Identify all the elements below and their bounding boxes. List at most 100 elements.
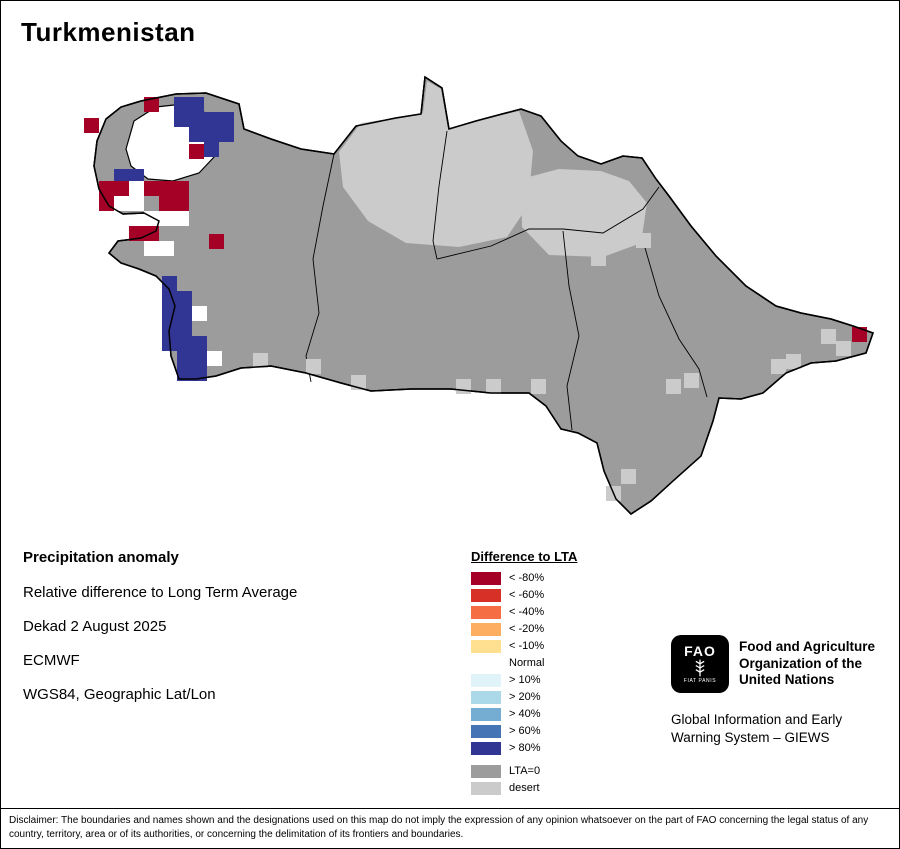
legend-item: > 10% xyxy=(471,674,621,687)
legend-item: > 80% xyxy=(471,742,621,755)
map-cell-anomaly_gt_80 xyxy=(177,366,192,381)
legend-swatch xyxy=(471,765,501,778)
map-cell-anomaly_gt_80 xyxy=(219,112,234,127)
map-cell-normal xyxy=(144,211,159,226)
disclaimer: Disclaimer: The boundaries and names sho… xyxy=(1,808,899,848)
legend-swatch xyxy=(471,572,501,585)
legend-items: < -80% < -60% < -40% < -20% < -10% Normal > 10… xyxy=(471,572,621,755)
legend-swatch xyxy=(471,742,501,755)
map-cell-normal xyxy=(192,306,207,321)
legend-item-label: Normal xyxy=(509,657,545,669)
map-cell-anomaly_lt_neg80 xyxy=(144,181,159,196)
legend-item-label: > 60% xyxy=(509,725,541,737)
legend-item: < -20% xyxy=(471,623,621,636)
map-cell-normal xyxy=(159,241,174,256)
map-cell-desert xyxy=(591,251,606,266)
precipitation-anomaly-map xyxy=(84,76,874,515)
map-cell-anomaly_lt_neg80 xyxy=(144,97,159,112)
map-cell-anomaly_lt_neg80 xyxy=(99,196,114,211)
legend: Difference to LTA < -80% < -60% < -40% < -2… xyxy=(471,549,621,799)
map-cell-anomaly_gt_80 xyxy=(177,336,192,351)
legend-item-label: > 10% xyxy=(509,674,541,686)
legend-swatch xyxy=(471,691,501,704)
legend-swatch xyxy=(471,640,501,653)
map-cell-anomaly_gt_80 xyxy=(177,321,192,336)
info-line-dekad: Dekad 2 August 2025 xyxy=(23,618,167,635)
map-cell-desert xyxy=(684,373,699,388)
map-cell-desert xyxy=(636,233,651,248)
legend-item: desert xyxy=(471,782,621,795)
map-cell-anomaly_gt_80 xyxy=(192,351,207,366)
map-cell-normal xyxy=(144,241,159,256)
legend-item: > 60% xyxy=(471,725,621,738)
legend-swatch xyxy=(471,589,501,602)
info-line-source: ECMWF xyxy=(23,652,80,669)
map-cell-anomaly_gt_80 xyxy=(114,169,129,184)
legend-item: < -60% xyxy=(471,589,621,602)
map-cell-desert xyxy=(771,359,786,374)
legend-swatch xyxy=(471,782,501,795)
map-cell-anomaly_lt_neg80 xyxy=(174,196,189,211)
legend-item: Normal xyxy=(471,657,621,670)
map-cell-anomaly_gt_80 xyxy=(204,127,219,142)
map-cell-anomaly_gt_80 xyxy=(162,306,177,321)
map-cell-anomaly_gt_80 xyxy=(174,112,189,127)
page-title: Turkmenistan xyxy=(21,17,196,47)
info-line-projection: WGS84, Geographic Lat/Lon xyxy=(23,686,216,703)
map-cell-desert xyxy=(836,341,851,356)
map-cell-normal xyxy=(207,351,222,366)
map-cell-desert xyxy=(253,353,268,368)
legend-item-label: < -40% xyxy=(509,606,545,618)
legend-item-label: < -20% xyxy=(509,623,545,635)
legend-item-label: > 20% xyxy=(509,691,541,703)
map-cell-anomaly_lt_neg80 xyxy=(99,181,114,196)
legend-base-items: LTA=0 desert xyxy=(471,765,621,795)
legend-swatch xyxy=(471,657,501,670)
legend-item-label: LTA=0 xyxy=(509,765,541,777)
map-cell-anomaly_lt_neg80 xyxy=(209,234,224,249)
fao-logo: FAO FIAT PANIS xyxy=(671,635,729,693)
map-cell-anomaly_gt_80 xyxy=(189,97,204,112)
map-cell-desert xyxy=(621,469,636,484)
map-cell-normal xyxy=(129,181,144,196)
wheat-icon xyxy=(695,659,705,677)
map-cell-desert xyxy=(486,379,501,394)
map-cell-anomaly_gt_80 xyxy=(204,142,219,157)
fao-org-line: Food and Agriculture xyxy=(739,638,875,654)
legend-item-label: < -60% xyxy=(509,589,545,601)
legend-item: < -10% xyxy=(471,640,621,653)
info-heading: Precipitation anomaly xyxy=(23,549,179,566)
disclaimer-text: Disclaimer: The boundaries and names sho… xyxy=(9,815,869,840)
giews-name: Global Information and Early Warning Sys… xyxy=(671,711,893,746)
giews-line: Warning System – GIEWS xyxy=(671,729,830,745)
map-cell-anomaly_lt_neg80 xyxy=(114,181,129,196)
map-cell-desert xyxy=(786,354,801,369)
map-cell-anomaly_lt_neg80 xyxy=(159,196,174,211)
map-cell-anomaly_gt_80 xyxy=(189,112,204,127)
map-cell-anomaly_lt_neg80 xyxy=(174,181,189,196)
map-cell-desert xyxy=(821,329,836,344)
info-block: Precipitation anomaly Relative differenc… xyxy=(23,549,423,720)
map-cell-anomaly_lt_neg80 xyxy=(84,118,99,133)
info-line-subtitle: Relative difference to Long Term Average xyxy=(23,584,298,601)
map-cell-anomaly_gt_80 xyxy=(177,306,192,321)
map-cell-desert xyxy=(306,359,321,374)
map-cell-anomaly_gt_80 xyxy=(177,291,192,306)
map-cell-desert xyxy=(456,379,471,394)
legend-item-label: < -10% xyxy=(509,640,545,652)
legend-item: < -80% xyxy=(471,572,621,585)
legend-swatch xyxy=(471,725,501,738)
map-cell-anomaly_gt_80 xyxy=(177,351,192,366)
legend-item-label: desert xyxy=(509,782,540,794)
legend-item-label: < -80% xyxy=(509,572,545,584)
legend-item-label: > 80% xyxy=(509,742,541,754)
map-cell-anomaly_lt_neg80 xyxy=(189,144,204,159)
map-cell-anomaly_lt_neg80 xyxy=(852,327,867,342)
map-cell-anomaly_gt_80 xyxy=(129,169,144,184)
map-cell-desert xyxy=(531,379,546,394)
legend-item: LTA=0 xyxy=(471,765,621,778)
map-cell-anomaly_lt_neg80 xyxy=(129,226,144,241)
map-cell-anomaly_gt_80 xyxy=(192,336,207,351)
map-cell-anomaly_gt_80 xyxy=(219,127,234,142)
